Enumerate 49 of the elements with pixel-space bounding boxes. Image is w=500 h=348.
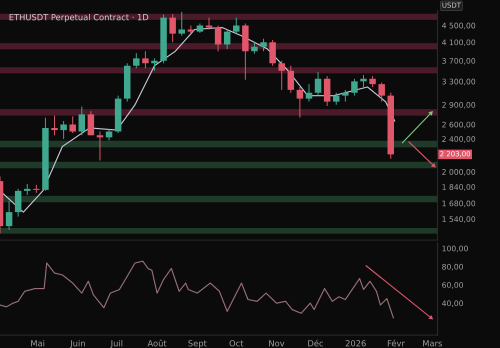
candlestick	[133, 52, 140, 69]
candlestick	[306, 84, 312, 102]
candlestick	[206, 17, 212, 30]
candlestick	[260, 38, 267, 52]
x-tick-label: Févr	[388, 340, 405, 346]
line-series	[0, 260, 394, 318]
x-tick-label: Oct	[230, 340, 244, 346]
candlestick	[60, 120, 67, 140]
x-tick-label: Mai	[31, 340, 44, 346]
line-series	[0, 26, 396, 213]
x-tick-label: Nov	[269, 340, 284, 346]
candlestick	[288, 65, 294, 94]
candlestick	[360, 74, 367, 88]
candlestick	[233, 17, 240, 34]
x-tick-label: Juin	[70, 340, 85, 348]
candlestick	[314, 71, 322, 96]
candlestick	[142, 50, 149, 69]
candlestick	[224, 29, 230, 50]
x-tick-label: Déc	[308, 340, 324, 346]
candlestick	[96, 131, 104, 161]
candlestick	[296, 86, 304, 118]
candlestick	[24, 183, 31, 196]
candlestick	[88, 110, 94, 136]
candlestick	[51, 115, 58, 136]
x-tick-label: 2026	[346, 340, 366, 346]
x-tick-label: Mars	[423, 340, 442, 346]
candlestick	[196, 22, 204, 34]
candlestick	[6, 200, 12, 230]
candlestick	[14, 188, 22, 218]
chart-title: ETHUSDT Perpetual Contract · 1D	[10, 14, 148, 22]
candlestick	[214, 24, 222, 52]
candlestick	[269, 40, 276, 66]
candlestick	[369, 76, 376, 88]
candlestick	[378, 82, 385, 102]
candlestick	[351, 78, 358, 96]
candlestick	[324, 76, 330, 106]
x-tick-label: Juil	[110, 340, 122, 348]
candlestick	[33, 184, 40, 194]
candlestick	[169, 14, 176, 43]
candlestick	[342, 89, 349, 102]
x-tick-label: Sept	[188, 340, 207, 348]
candlestick	[332, 92, 340, 106]
candlestick	[178, 11, 185, 36]
candlestick	[69, 116, 76, 134]
candlestick	[106, 128, 112, 141]
x-tick-label: Août	[148, 340, 166, 346]
candlestick	[251, 42, 258, 54]
candlestick	[78, 106, 86, 136]
candlestick	[278, 60, 285, 90]
